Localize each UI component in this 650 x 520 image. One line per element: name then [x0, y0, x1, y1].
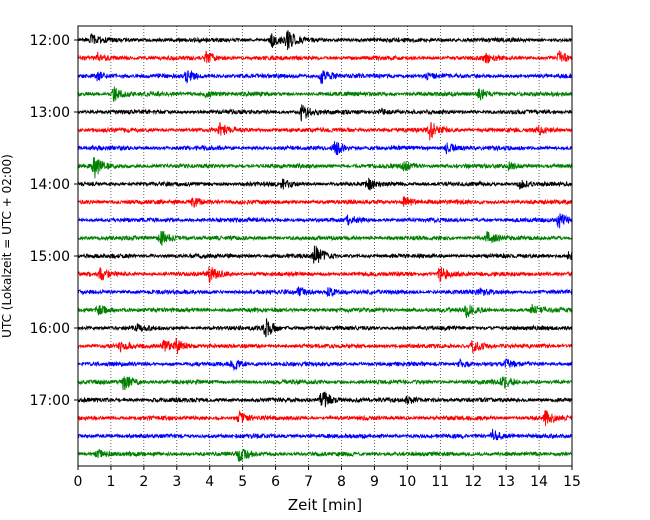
- trace-line-1730: [77, 428, 573, 441]
- x-tick-label: 5: [238, 474, 247, 490]
- x-tick-label: 1: [106, 474, 115, 490]
- y-tick-label: 14:00: [30, 177, 70, 193]
- x-axis-ticks: 0 1 2 3 4 5 6 7 8 9 10 11 12 13 14 15: [74, 466, 581, 490]
- trace-line-1430: [77, 213, 573, 229]
- trace-line-1715: [77, 409, 573, 426]
- y-tick-label: 13:00: [30, 105, 70, 121]
- trace-line-1230: [77, 69, 573, 84]
- x-axis-label: Zeit [min]: [288, 496, 362, 514]
- trace-line-1645: [77, 376, 573, 391]
- x-tick-label: 13: [497, 474, 515, 490]
- y-axis-ticks: 12:00 13:00 14:00 15:00 16:00 17:00: [30, 33, 78, 409]
- trace-line-1300: [77, 104, 573, 122]
- trace-line-1745: [77, 448, 573, 462]
- seismic-traces: [77, 30, 573, 462]
- x-tick-label: 14: [530, 474, 548, 490]
- x-tick-label: 6: [271, 474, 280, 490]
- trace-line-1215: [77, 50, 573, 64]
- x-tick-label: 4: [205, 474, 214, 490]
- trace-line-1700: [77, 391, 573, 408]
- trace-line-1330: [77, 141, 573, 156]
- trace-line-1600: [77, 318, 573, 338]
- trace-line-1615: [77, 337, 573, 354]
- x-tick-label: 0: [74, 474, 83, 490]
- trace-line-1630: [77, 358, 573, 371]
- trace-line-1245: [77, 86, 573, 103]
- y-tick-label: 15:00: [30, 249, 70, 265]
- x-tick-label: 9: [370, 474, 379, 490]
- trace-line-1545: [77, 304, 573, 319]
- x-tick-label: 2: [139, 474, 148, 490]
- x-tick-label: 8: [337, 474, 346, 490]
- trace-line-1445: [77, 230, 573, 246]
- x-tick-label: 15: [563, 474, 581, 490]
- x-tick-label: 11: [431, 474, 449, 490]
- x-tick-label: 7: [304, 474, 313, 490]
- trace-line-1530: [77, 286, 573, 297]
- x-tick-label: 3: [172, 474, 181, 490]
- trace-line-1315: [77, 121, 573, 141]
- y-tick-label: 16:00: [30, 321, 70, 337]
- y-tick-label: 17:00: [30, 393, 70, 409]
- trace-line-1515: [77, 266, 573, 284]
- x-tick-label: 10: [398, 474, 416, 490]
- grid-lines: [110, 26, 540, 466]
- x-tick-label: 12: [464, 474, 482, 490]
- y-tick-label: 12:00: [30, 33, 70, 49]
- trace-line-1500: [77, 245, 573, 264]
- trace-line-1345: [77, 157, 573, 179]
- trace-line-1400: [77, 177, 573, 191]
- plot-frame: [77, 25, 573, 467]
- y-axis-label: UTC (Lokalzeit = UTC + 02:00): [0, 154, 14, 338]
- trace-line-1200: [77, 30, 573, 51]
- trace-line-1415: [77, 196, 573, 208]
